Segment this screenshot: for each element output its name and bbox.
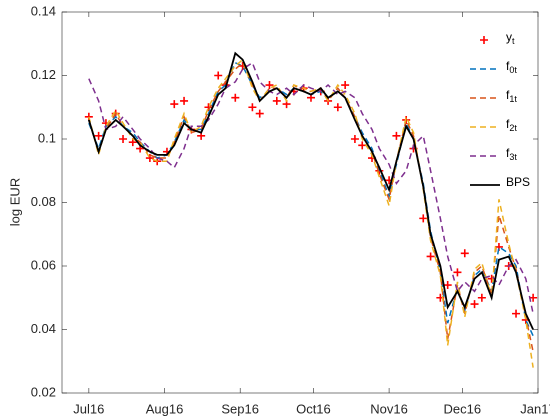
y-tick-label: 0.08 bbox=[31, 194, 56, 209]
x-tick-label: Jan17 bbox=[520, 401, 550, 416]
series-line bbox=[88, 61, 534, 314]
legend-label: f2t bbox=[506, 117, 517, 133]
data-point bbox=[392, 131, 401, 140]
y-tick-label: 0.04 bbox=[31, 321, 56, 336]
data-point bbox=[119, 135, 128, 143]
data-point bbox=[470, 300, 479, 309]
y-tick-label: 0.12 bbox=[31, 67, 56, 82]
x-tick-label: Sep16 bbox=[221, 401, 259, 416]
data-point bbox=[477, 293, 486, 302]
x-tick-label: Aug16 bbox=[146, 401, 184, 416]
data-point bbox=[255, 109, 264, 118]
plot-area bbox=[61, 11, 539, 394]
data-point bbox=[419, 214, 428, 223]
legend-label: f3t bbox=[506, 146, 517, 162]
series-line bbox=[87, 51, 534, 330]
y-tick-label: 0.02 bbox=[31, 384, 56, 399]
data-point bbox=[341, 81, 350, 90]
legend-label: f1t bbox=[506, 88, 517, 104]
x-tick-label: Nov16 bbox=[370, 401, 408, 416]
data-point bbox=[248, 103, 257, 112]
data-point bbox=[265, 81, 274, 90]
y-tick-label: 0.1 bbox=[38, 130, 56, 145]
data-point bbox=[170, 100, 179, 109]
y-axis-label: log EUR bbox=[7, 178, 22, 226]
data-point bbox=[180, 96, 189, 105]
data-point bbox=[512, 309, 521, 318]
series-line bbox=[88, 58, 534, 368]
legend-marker bbox=[480, 36, 488, 44]
data-point bbox=[333, 103, 342, 112]
legend-label: BPS bbox=[506, 175, 530, 189]
data-point bbox=[443, 281, 452, 290]
x-tick-label: Jul16 bbox=[73, 401, 104, 416]
data-point bbox=[94, 131, 103, 140]
data-point bbox=[426, 252, 435, 261]
data-point bbox=[272, 96, 281, 105]
data-point bbox=[350, 135, 359, 143]
data-point bbox=[231, 93, 240, 102]
legend-label: yt bbox=[506, 30, 515, 46]
legend-label: f0t bbox=[506, 59, 517, 75]
y-tick-label: 0.06 bbox=[31, 257, 56, 272]
x-tick-label: Oct16 bbox=[296, 401, 331, 416]
data-point bbox=[453, 268, 462, 277]
x-tick-label: Dec16 bbox=[444, 401, 482, 416]
data-point bbox=[214, 71, 223, 80]
y-tick-label: 0.14 bbox=[31, 3, 56, 18]
data-point bbox=[460, 249, 469, 258]
data-point bbox=[358, 141, 367, 150]
data-point bbox=[145, 154, 154, 163]
